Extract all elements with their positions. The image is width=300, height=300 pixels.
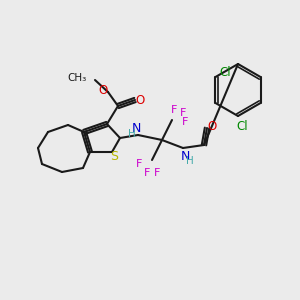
Text: F: F [182,117,188,127]
Text: F: F [171,105,177,115]
Text: F: F [136,159,142,169]
Text: S: S [110,151,118,164]
Text: F: F [180,108,186,118]
Text: CH₃: CH₃ [68,73,87,83]
Text: F: F [154,168,160,178]
Text: H: H [186,156,194,166]
Text: Cl: Cl [220,67,231,80]
Text: F: F [144,168,150,178]
Text: N: N [131,122,141,136]
Text: O: O [135,94,145,106]
Text: H: H [128,129,136,139]
Text: N: N [180,149,190,163]
Text: Cl: Cl [236,119,248,133]
Text: O: O [207,119,217,133]
Text: O: O [98,85,108,98]
